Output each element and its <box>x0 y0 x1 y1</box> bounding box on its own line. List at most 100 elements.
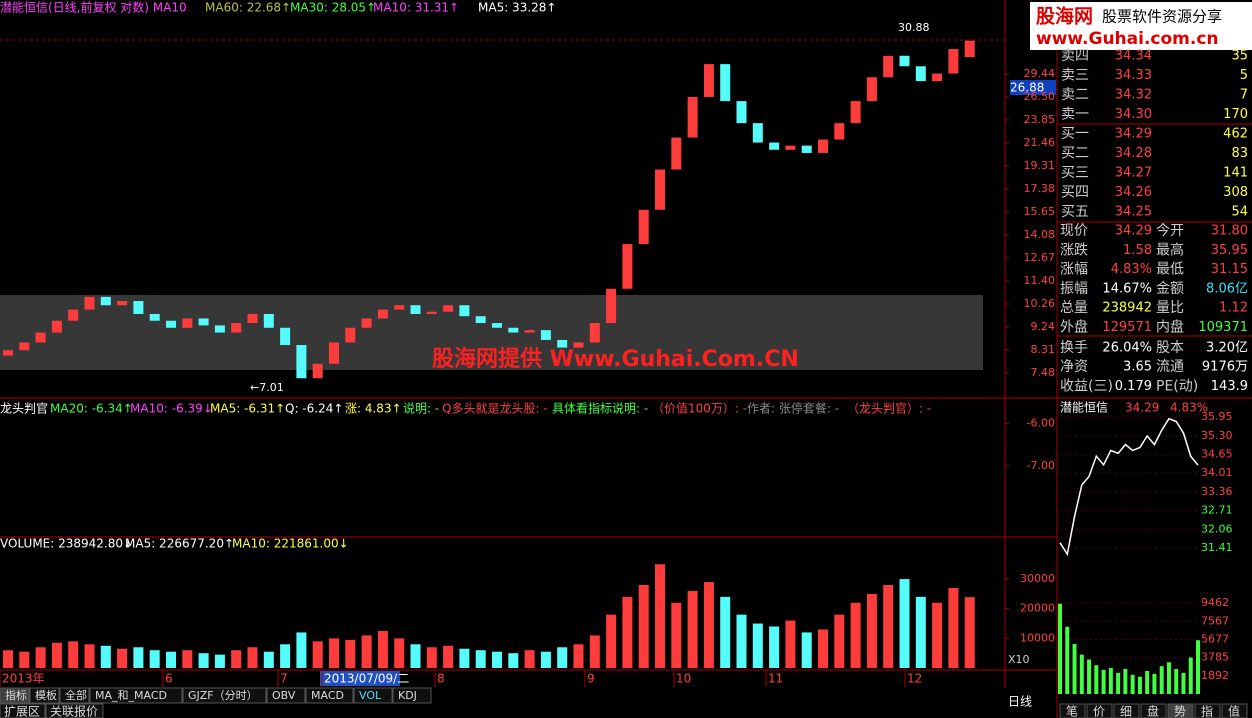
mini-tick-label: 9462 <box>1201 596 1229 609</box>
side-tab[interactable] <box>1059 703 1086 718</box>
mini-volume-bar <box>1137 676 1142 694</box>
x-tick-label: 10 <box>676 672 691 686</box>
candle-body <box>377 309 388 319</box>
stat-value: 8.06亿 <box>1206 281 1248 296</box>
bottom-tab-label[interactable]: 关联报价 <box>50 704 98 718</box>
tab-label[interactable]: KDJ <box>398 689 417 702</box>
side-tab[interactable] <box>1167 703 1194 718</box>
volume-bar <box>899 579 910 668</box>
book-price: 34.27 <box>1115 166 1152 181</box>
side-tab[interactable] <box>1086 703 1113 718</box>
volume-bar <box>948 587 959 668</box>
tab[interactable] <box>0 687 30 704</box>
book-label: 买二 <box>1061 146 1089 162</box>
stat-label: 内盘 <box>1156 319 1184 336</box>
candle-body <box>361 318 372 328</box>
side-tab-label[interactable]: 细 <box>1120 705 1132 718</box>
stat-label: 今开 <box>1156 223 1184 239</box>
tab[interactable] <box>59 687 90 704</box>
mini-volume-bar <box>1094 665 1099 694</box>
side-tab[interactable] <box>1194 703 1221 718</box>
mini-volume-bar <box>1108 668 1113 694</box>
side-tab-label[interactable]: 笔 <box>1066 704 1078 718</box>
book-price: 34.34 <box>1115 49 1152 64</box>
side-tab-label[interactable]: 盘 <box>1147 704 1159 718</box>
side-tab-label[interactable]: 值 <box>1228 704 1240 718</box>
volume-bar <box>508 653 519 668</box>
candle-body <box>426 311 437 314</box>
logo-box <box>1030 2 1252 50</box>
candle-body <box>329 342 339 364</box>
volume-bar <box>312 641 323 668</box>
volume-bar <box>280 644 291 668</box>
candle-body <box>655 169 665 210</box>
tab-label[interactable]: GJZF（分时） <box>188 689 258 702</box>
book-label: 买四 <box>1061 185 1089 201</box>
price-tag: 26.88 <box>1010 81 1044 95</box>
tab[interactable] <box>305 687 354 704</box>
y-tick-label: 14.08 <box>1024 228 1056 241</box>
side-tab[interactable] <box>1140 703 1167 718</box>
volume-bar <box>166 651 176 668</box>
candle-body <box>638 209 649 245</box>
stat-label: 外盘 <box>1060 319 1088 336</box>
price-tag-bg <box>1010 80 1056 95</box>
tab[interactable] <box>29 687 60 704</box>
ma-label: MA60: 22.68↑ <box>205 1 291 15</box>
volume-label: MA10: 221861.00↓ <box>232 537 349 551</box>
candle-body <box>296 345 307 379</box>
y-tick-label: 15.65 <box>1024 205 1056 218</box>
candle-body <box>589 323 600 343</box>
tab-label[interactable]: 指标 <box>5 688 27 702</box>
candle-body <box>19 342 30 351</box>
bottom-tab[interactable] <box>45 703 104 718</box>
tab-label[interactable]: VOL <box>359 689 382 702</box>
candle-body <box>198 318 209 326</box>
bottom-tab-label[interactable]: 扩展区 <box>4 705 40 718</box>
volume-bar <box>263 651 274 668</box>
mini-tick-label: 32.06 <box>1201 522 1233 535</box>
book-price: 34.30 <box>1115 107 1152 122</box>
x-tick-label: 2013/07/09/二 <box>324 672 409 686</box>
tab[interactable] <box>182 687 267 704</box>
tab[interactable] <box>266 687 306 704</box>
candle-body <box>671 137 682 170</box>
side-tab-label[interactable]: 价 <box>1093 705 1105 718</box>
volume-bar <box>785 620 796 668</box>
tab-label[interactable]: OBV <box>272 689 296 702</box>
tab-label[interactable]: MA_和_MACD <box>95 689 167 702</box>
volume-bar <box>834 614 845 668</box>
tab[interactable] <box>353 687 393 704</box>
tab-label[interactable]: 模板 <box>35 688 57 702</box>
stat-value: 129571 <box>1102 320 1152 335</box>
volume-bar <box>589 635 600 668</box>
mini-header: 34.29 <box>1125 401 1159 415</box>
tab[interactable] <box>392 687 432 704</box>
volume-bar <box>426 647 437 668</box>
tab-label[interactable]: 全部 <box>65 688 87 702</box>
candle-body <box>964 40 975 58</box>
stat-value: 3.65 <box>1123 360 1152 375</box>
indicator-label: Q多头就是龙头股: - <box>442 402 548 416</box>
bottom-tab[interactable] <box>0 703 46 718</box>
side-tab-label[interactable]: 指 <box>1201 704 1213 718</box>
y-tick-label: 23.85 <box>1024 113 1056 126</box>
y-tick-label: 10000 <box>1020 631 1055 644</box>
side-tab[interactable] <box>1221 703 1248 718</box>
side-tab[interactable] <box>1113 703 1140 718</box>
candle-body <box>231 323 242 333</box>
book-volume: 35 <box>1231 49 1248 64</box>
volume-bar <box>915 596 926 668</box>
tab-label[interactable]: MACD <box>311 689 344 702</box>
volume-bar <box>3 650 13 668</box>
book-price: 34.25 <box>1115 205 1152 220</box>
indicator-label: 作者: 张停套餐: - <box>747 401 839 416</box>
volume-bar <box>866 593 877 668</box>
stat-label: PE(动) <box>1156 378 1198 394</box>
stat-value: 238942 <box>1102 301 1152 316</box>
side-tab-label[interactable]: 势 <box>1174 705 1186 718</box>
candle-body <box>834 123 845 140</box>
tab[interactable] <box>89 687 183 704</box>
